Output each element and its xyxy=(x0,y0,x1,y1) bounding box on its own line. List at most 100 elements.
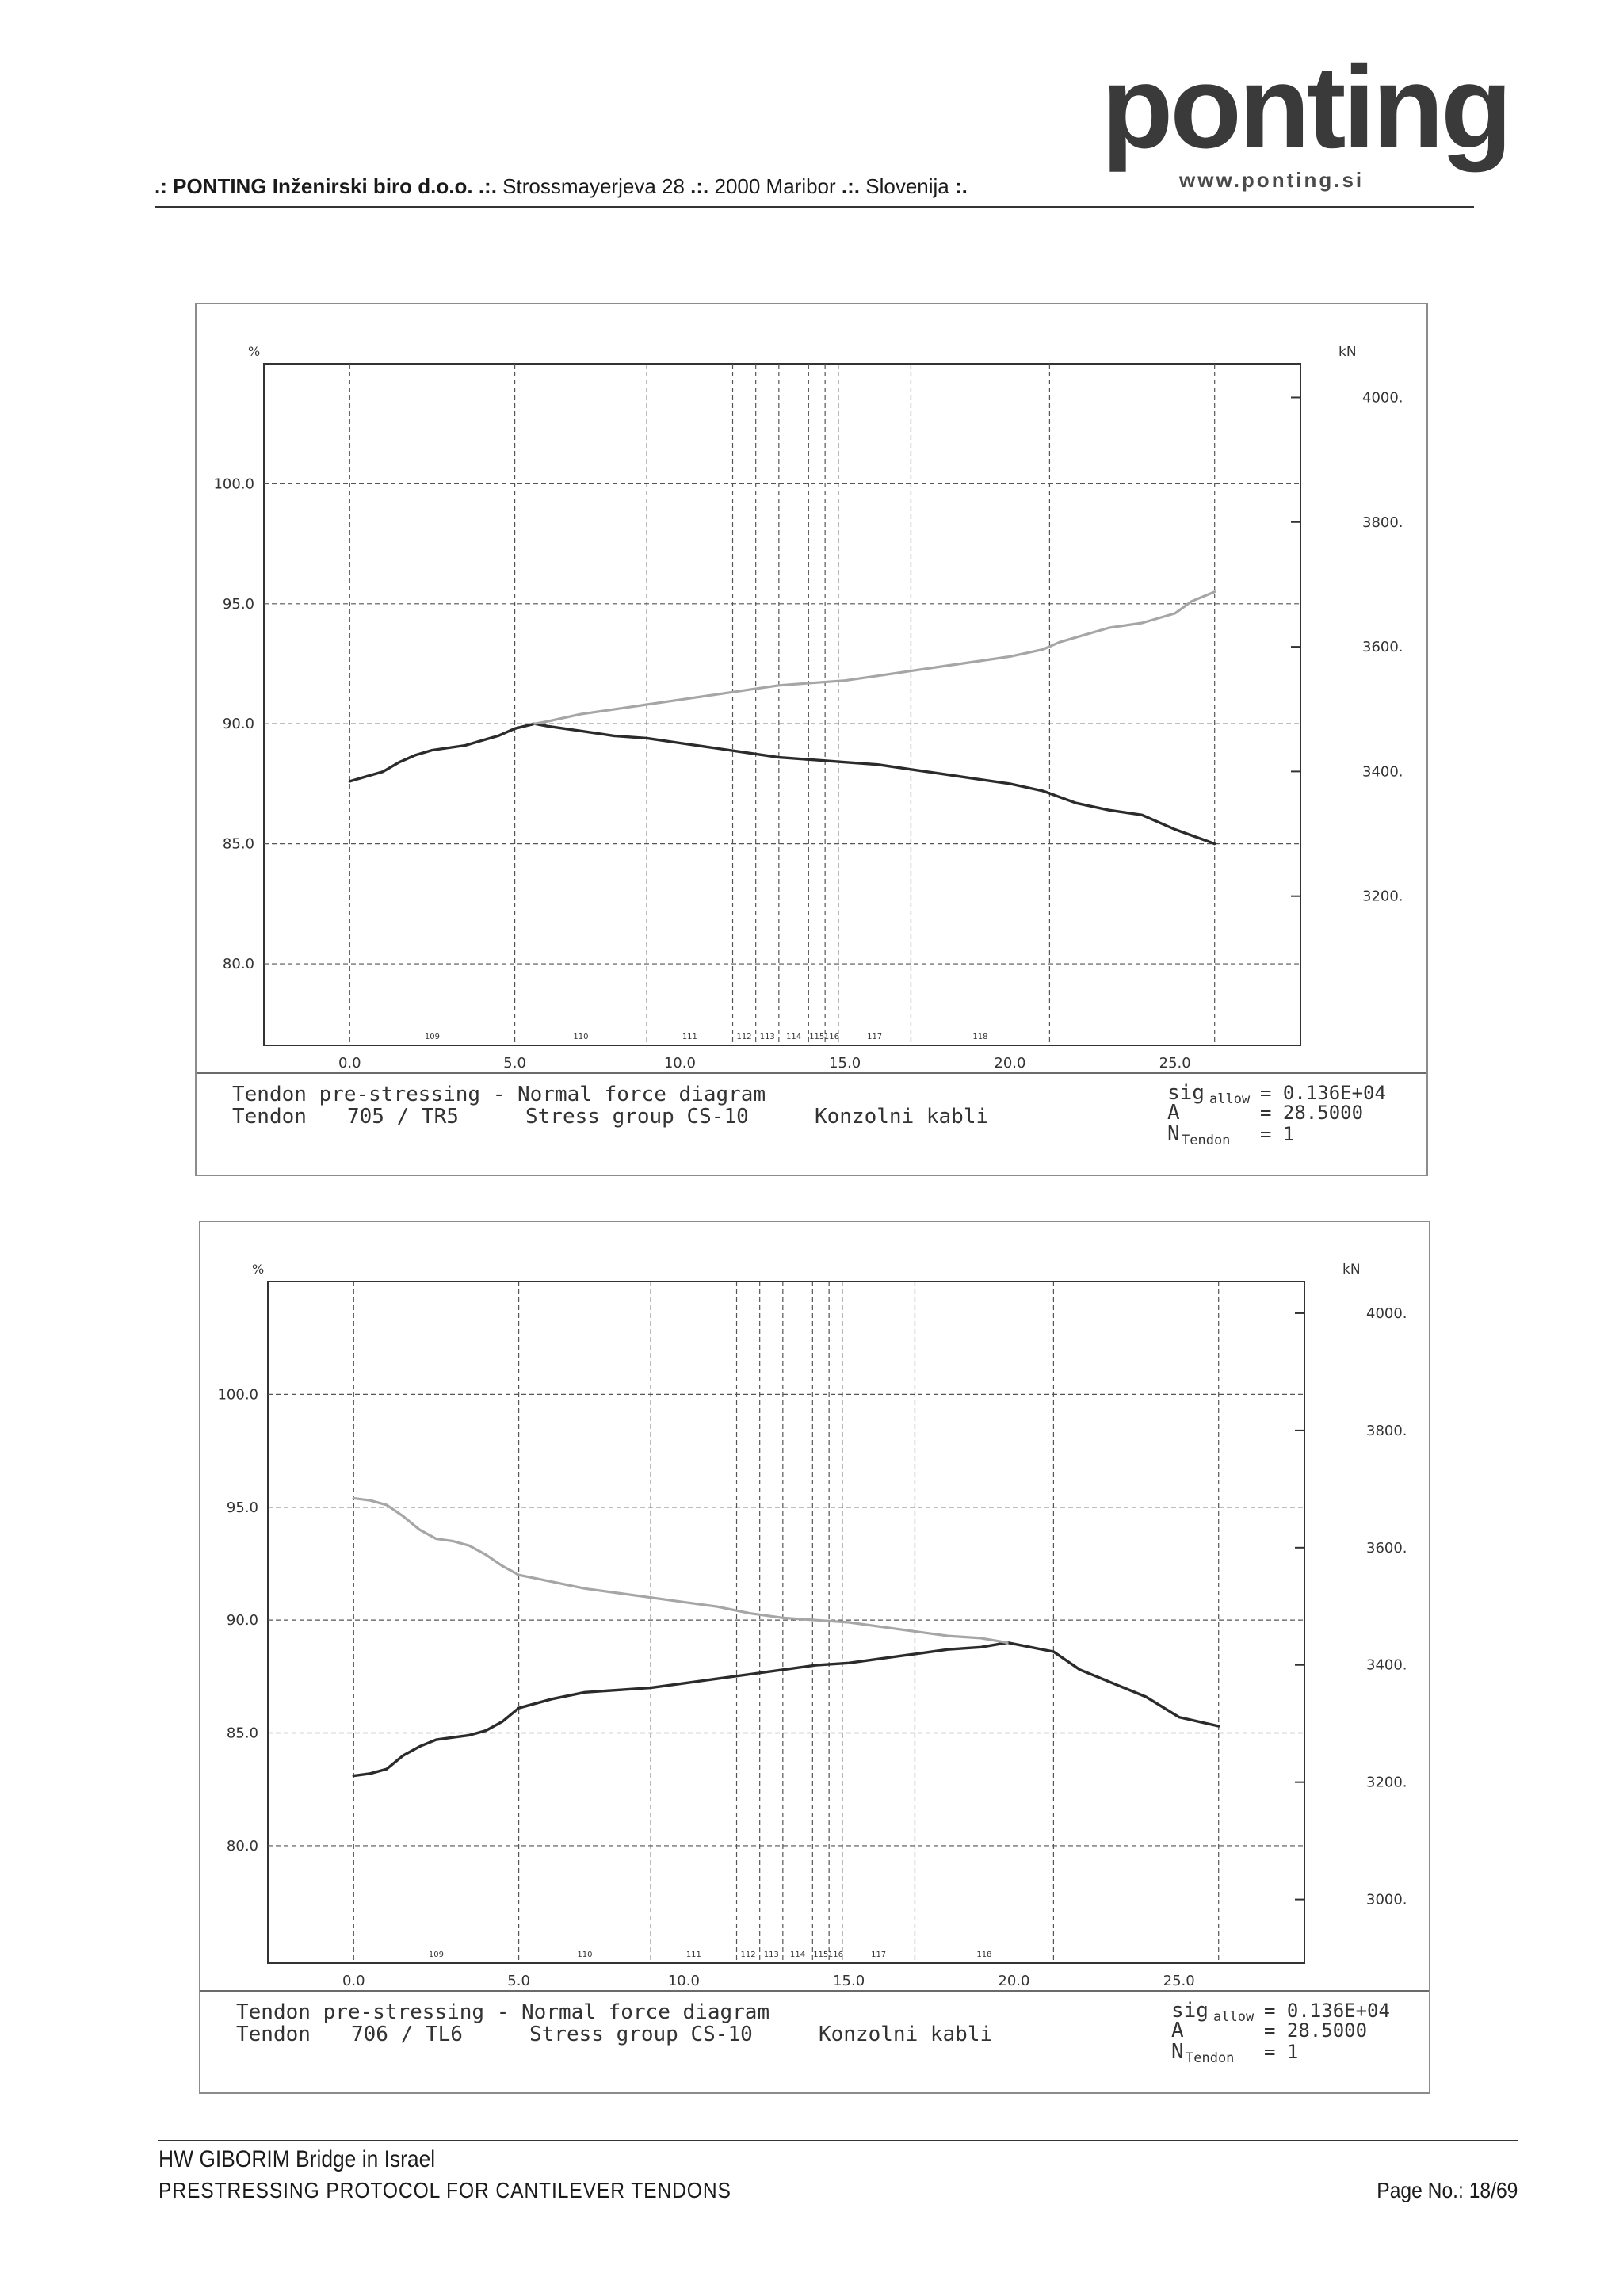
normal-force-line xyxy=(348,722,1216,846)
right-tick-label: 3800. xyxy=(1366,1423,1407,1439)
header-divider xyxy=(155,206,1474,208)
footer-divider xyxy=(158,2140,1518,2141)
right-tick-label: 3400. xyxy=(1362,763,1403,780)
ponting-logo: ponting www.ponting.si xyxy=(1102,49,1512,198)
segment-label: 114 xyxy=(786,1033,801,1041)
caption-sig-sub: allow xyxy=(1209,1091,1251,1107)
caption-sig-label: sig xyxy=(1167,1081,1205,1105)
right-tick-label: 3600. xyxy=(1362,639,1403,655)
segment-label: 111 xyxy=(686,1950,701,1959)
segment-label: 111 xyxy=(682,1033,697,1041)
y-tick-label: 95.0 xyxy=(223,596,254,613)
y-tick-label: 95.0 xyxy=(227,1499,258,1516)
street: Strossmayerjeva 28 xyxy=(502,174,685,198)
percent-force-line xyxy=(533,590,1216,725)
x-tick-label: 0.0 xyxy=(342,1973,365,1989)
country: Slovenija xyxy=(865,174,949,198)
logo-wordmark: ponting xyxy=(1102,42,1512,173)
caption-sig-value: = 0.136E+04 xyxy=(1264,2000,1390,2022)
segment-label: 117 xyxy=(867,1033,882,1041)
y-tick-label: 85.0 xyxy=(227,1725,258,1742)
x-tick-label: 25.0 xyxy=(1159,1055,1191,1072)
segment-label: 110 xyxy=(573,1033,588,1041)
segment-label: 115 xyxy=(809,1033,824,1041)
caption-cable-type: Konzolni kabli xyxy=(819,2023,992,2046)
right-tick-label: 3600. xyxy=(1366,1540,1407,1557)
city: 2000 Maribor xyxy=(714,174,836,198)
caption-n-value: = 1 xyxy=(1260,1123,1294,1145)
x-tick-label: 5.0 xyxy=(503,1055,526,1072)
right-axis-unit: kN xyxy=(1342,1262,1361,1278)
logo-url: www.ponting.si xyxy=(1179,168,1365,192)
segment-label: 116 xyxy=(828,1950,843,1959)
x-tick-label: 0.0 xyxy=(338,1055,361,1072)
percent-force-line xyxy=(352,1496,1009,1645)
caption-tendon-id: 705 / TR5 xyxy=(347,1105,459,1129)
caption-n-label: N xyxy=(1167,1122,1180,1146)
caption-n-label: N xyxy=(1171,2040,1184,2064)
caption-stress-group: Stress group CS-10 xyxy=(529,2023,753,2046)
line-suffix: :. xyxy=(949,174,968,198)
right-tick-label: 3200. xyxy=(1362,888,1403,905)
segment-label: 112 xyxy=(741,1950,756,1959)
x-tick-label: 15.0 xyxy=(829,1055,861,1072)
normal-force-chart: % kN 100.0 95.0 90.0 85.0 80.0 4000. 3800. 3600. 3… xyxy=(197,344,1426,1148)
caption-a-value: = 28.5000 xyxy=(1264,2019,1367,2042)
x-tick-label: 20.0 xyxy=(994,1055,1025,1072)
y-tick-label: 80.0 xyxy=(223,956,254,972)
plot-area xyxy=(263,363,1301,1046)
caption-a-value: = 28.5000 xyxy=(1260,1102,1363,1124)
x-tick-label: 20.0 xyxy=(998,1973,1029,1989)
x-tick-label: 10.0 xyxy=(664,1055,696,1072)
left-axis-unit: % xyxy=(248,344,260,359)
right-axis-unit: kN xyxy=(1338,344,1357,360)
right-tick-label: 3800. xyxy=(1362,514,1403,531)
document-title: PRESTRESSING PROTOCOL FOR CANTILEVER TEN… xyxy=(158,2178,731,2202)
x-tick-label: 10.0 xyxy=(668,1973,700,1989)
caption-tendon-id: 706 / TL6 xyxy=(351,2023,463,2046)
segment-label: 109 xyxy=(425,1033,440,1041)
segment-label: 113 xyxy=(764,1950,779,1959)
page-number: Page No.: 18/69 xyxy=(1376,2178,1518,2202)
segment-label: 118 xyxy=(972,1033,987,1041)
separator: .:. xyxy=(472,174,503,198)
segment-label: 116 xyxy=(824,1033,839,1041)
y-tick-label: 85.0 xyxy=(223,836,254,853)
normal-force-chart: % kN 100.0 95.0 90.0 85.0 80.0 4000. 3800. 3600. 3… xyxy=(200,1262,1429,2066)
caption-a-label: A xyxy=(1171,2019,1184,2042)
y-tick-label: 90.0 xyxy=(227,1612,258,1629)
separator: .:. xyxy=(835,174,866,198)
segment-label: 115 xyxy=(813,1950,828,1959)
chart-frame-tendon-706: % kN 100.0 95.0 90.0 85.0 80.0 4000. 3800. 3600. 3… xyxy=(199,1221,1430,2094)
segment-label: 109 xyxy=(429,1950,444,1959)
caption-a-label: A xyxy=(1167,1101,1180,1125)
right-tick-label: 4000. xyxy=(1362,389,1403,406)
segment-label: 112 xyxy=(737,1033,752,1041)
right-tick-label: 3000. xyxy=(1366,1892,1407,1908)
x-tick-label: 5.0 xyxy=(507,1973,530,1989)
segment-label: 118 xyxy=(976,1950,991,1959)
caption-n-value: = 1 xyxy=(1264,2041,1298,2063)
segment-label: 117 xyxy=(871,1950,886,1959)
project-title: HW GIBORIM Bridge in Israel xyxy=(158,2146,436,2172)
left-axis-unit: % xyxy=(252,1262,264,1277)
x-tick-label: 25.0 xyxy=(1163,1973,1195,1989)
caption-title: Tendon pre-stressing - Normal force diag… xyxy=(232,1083,766,1106)
chart-frame-tendon-705: % kN 100.0 95.0 90.0 85.0 80.0 4000. 3800. 3600. 3… xyxy=(195,303,1428,1176)
company-address-line: .: PONTING Inženirski biro d.o.o. .:. St… xyxy=(155,174,968,199)
separator: .:. xyxy=(684,174,715,198)
segment-label: 110 xyxy=(577,1950,592,1959)
right-tick-label: 3400. xyxy=(1366,1657,1407,1674)
y-tick-label: 100.0 xyxy=(217,1386,258,1403)
segment-label: 114 xyxy=(790,1950,805,1959)
caption-tendon-label: Tendon xyxy=(232,1105,307,1129)
page-header: .: PONTING Inženirski biro d.o.o. .:. St… xyxy=(155,49,1512,210)
y-tick-label: 100.0 xyxy=(213,476,254,492)
plot-area xyxy=(267,1281,1305,1964)
y-tick-label: 80.0 xyxy=(227,1838,258,1855)
right-tick-label: 3200. xyxy=(1366,1775,1407,1791)
caption-tendon-label: Tendon xyxy=(236,2023,311,2046)
caption-n-sub: Tendon xyxy=(1182,1133,1230,1148)
caption-stress-group: Stress group CS-10 xyxy=(525,1105,749,1129)
company-name: PONTING Inženirski biro d.o.o. xyxy=(173,174,473,198)
